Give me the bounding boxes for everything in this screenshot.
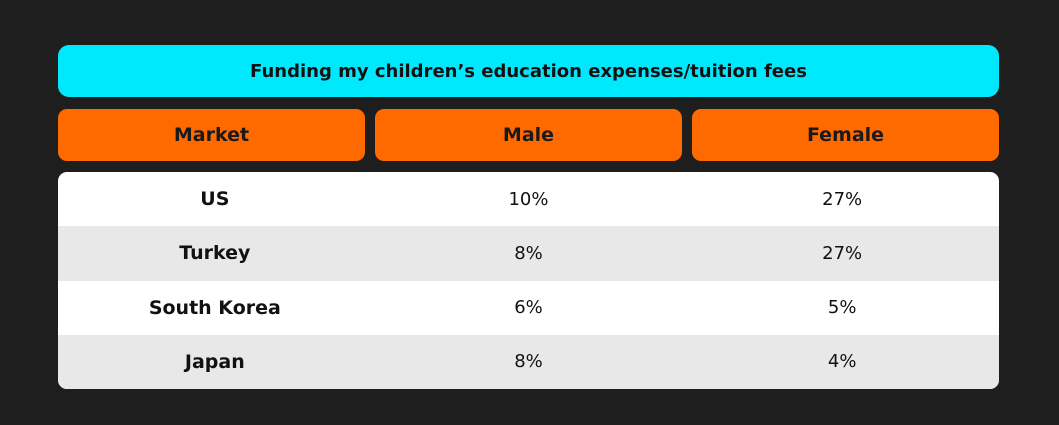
- table-body: US 10% 27% Turkey 8% 27% South Korea 6% 5% Japan 8…: [58, 172, 999, 389]
- table-row: US 10% 27%: [58, 172, 999, 226]
- value-cell: 6%: [514, 297, 543, 319]
- value-cell: 8%: [514, 242, 543, 264]
- table-row: Turkey 8% 27%: [58, 226, 999, 281]
- table-title: Funding my children’s education expenses…: [58, 45, 999, 97]
- value-cell: 27%: [822, 242, 863, 264]
- value-cell: 8%: [514, 351, 543, 373]
- table-row: South Korea 6% 5%: [58, 281, 999, 335]
- market-cell: US: [200, 188, 230, 211]
- market-cell: South Korea: [148, 296, 281, 319]
- header-cell: Female: [692, 109, 999, 161]
- value-cell: 5%: [827, 297, 857, 319]
- value-cell: 4%: [827, 351, 857, 373]
- table-row: Japan 8% 4%: [58, 334, 999, 389]
- value-cell: 10%: [508, 188, 549, 210]
- market-cell: Japan: [184, 350, 245, 373]
- value-cell: 27%: [822, 188, 863, 210]
- header-cell: Market: [58, 109, 365, 161]
- market-cell: Turkey: [179, 242, 251, 265]
- header-cell: Male: [375, 109, 682, 161]
